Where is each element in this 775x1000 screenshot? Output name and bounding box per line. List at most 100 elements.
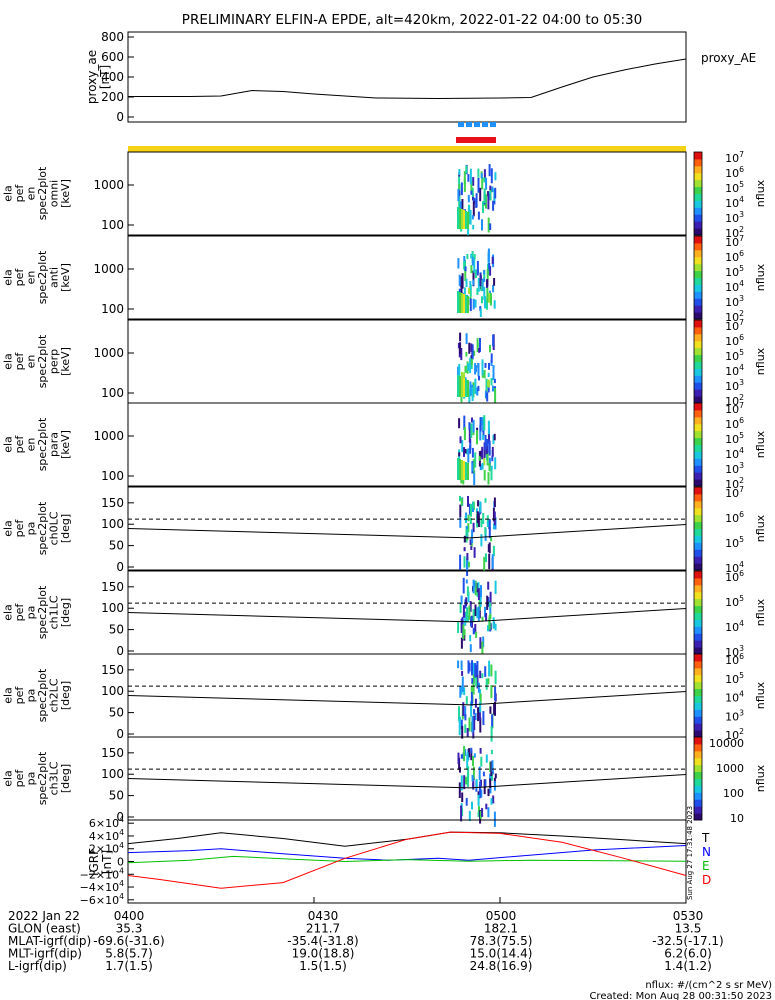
- ch2LC-pixel: [473, 709, 476, 715]
- omni-frame: [127, 151, 687, 236]
- anti-pixel: [476, 260, 479, 273]
- para-pixel: [465, 462, 467, 480]
- ch2LC-pixel: [470, 685, 473, 694]
- anti-pixel: [463, 287, 466, 300]
- para-colorbar-segment: [694, 479, 702, 487]
- anti-pixel: [481, 278, 484, 291]
- ch3LC-pixel: [460, 775, 463, 791]
- ch0LC-colorbar-tick: 104: [725, 560, 744, 575]
- ch2LC-pixel: [490, 726, 493, 742]
- ch3LC-pixel: [480, 789, 483, 798]
- ch3LC-pixel: [457, 752, 460, 764]
- ch1LC-pixel: [476, 607, 479, 619]
- perp-pixel: [465, 351, 468, 357]
- ch3LC-pixel: [471, 801, 473, 810]
- perp-colorbar-segment: [694, 320, 702, 328]
- ch0LC-colorbar-segment: [694, 549, 702, 557]
- omni-pixel: [472, 177, 475, 186]
- blue-marker-segment: [474, 122, 480, 127]
- omni-pixel: [481, 177, 484, 190]
- anti-pixel: [472, 279, 475, 286]
- ch0LC-pixel: [490, 536, 493, 542]
- ch2LC-ytick-label: 50: [109, 706, 124, 720]
- anti-pixel: [479, 308, 482, 317]
- para-pixel: [463, 427, 466, 441]
- ch1LC-pixel: [462, 605, 465, 618]
- ch2LC-pixel: [476, 661, 479, 676]
- anti-pixel: [463, 256, 466, 262]
- ch1LC-colorbar-tick: 105: [725, 594, 744, 609]
- ch3LC-pixel: [465, 797, 468, 806]
- omni-pixel: [491, 186, 494, 193]
- ch3LC-pixel: [464, 749, 467, 756]
- anti-pixel: [457, 258, 460, 269]
- x-row-value: 1.4(1.2): [664, 959, 712, 973]
- ch1LC-pixel: [477, 588, 480, 600]
- perp-colorbar-tick: 103: [725, 378, 744, 393]
- panel-omni: 1000100elapefenspec2plotomni[keV]1071061…: [1, 150, 767, 240]
- para-ytick-label: 1000: [93, 429, 124, 443]
- ch2LC-pixel: [466, 728, 469, 738]
- ch2LC-colorbar-segment: [694, 674, 702, 683]
- omni-colorbar-tick: 105: [725, 180, 744, 195]
- ch0LC-pixel: [473, 547, 476, 558]
- omni-colorbar-segment: [694, 152, 702, 160]
- para-pixel: [468, 426, 471, 443]
- ch1LC-colorbar-segment: [694, 591, 702, 600]
- omni-pixel: [479, 187, 482, 202]
- para-pixel: [471, 447, 474, 458]
- ch2LC-pixel: [460, 719, 463, 730]
- proxy-ae-series-line: [128, 58, 687, 100]
- omni-pixel: [458, 169, 461, 175]
- perp-pixel: [473, 350, 476, 356]
- perp-pixel: [470, 343, 473, 352]
- ch0LC-pixel: [477, 500, 480, 507]
- ch3LC-colorbar-segment: [694, 778, 702, 786]
- ch3LC-pixel: [485, 754, 488, 763]
- omni-pixel: [482, 201, 484, 213]
- ch2LC-colorbar-segment: [694, 716, 702, 724]
- omni-colorbar-tick: 107: [725, 150, 744, 165]
- omni-pixel: [488, 164, 491, 177]
- igrf-legend-T: T: [701, 831, 710, 845]
- ch1LC-pixel: [457, 622, 460, 634]
- anti-colorbar-segment: [694, 270, 702, 278]
- anti-colorbar-segment: [694, 277, 702, 285]
- ch2LC-pixel: [458, 706, 460, 721]
- para-colorbar-segment: [694, 465, 702, 473]
- anti-pixel: [470, 265, 473, 274]
- anti-pixel: [464, 266, 467, 272]
- ch1LC-pixel: [474, 604, 477, 617]
- omni-pixel: [460, 182, 463, 196]
- omni-colorbar-label: nflux: [754, 179, 767, 207]
- ch0LC-ytick-label: 50: [109, 539, 124, 553]
- ch2LC-colorbar-tick: 105: [725, 671, 744, 686]
- anti-pixel: [493, 300, 496, 309]
- perp-pixel: [487, 381, 489, 387]
- perp-colorbar-segment: [694, 375, 702, 383]
- ch2LC-pixel: [471, 678, 474, 685]
- science-zone-bar: [128, 146, 686, 152]
- blue-marker-segment: [466, 122, 472, 127]
- ch1LC-pixel: [476, 592, 479, 597]
- x-row-value: 211.7: [306, 922, 340, 936]
- ch3LC-pixel: [460, 754, 463, 759]
- omni-colorbar-segment: [694, 165, 702, 174]
- para-pixel: [479, 424, 482, 441]
- anti-colorbar-label: nflux: [754, 263, 767, 291]
- anti-pixel: [481, 296, 483, 304]
- ch1LC-pixel: [479, 594, 482, 607]
- perp-pixel: [469, 357, 472, 374]
- perp-pixel: [492, 385, 494, 392]
- ch3LC-pixel: [493, 811, 496, 827]
- ch2LC-colorbar-tick: 104: [725, 690, 744, 705]
- omni-pixel: [477, 211, 480, 220]
- ch2LC-pixel: [484, 666, 487, 677]
- perp-pixel: [488, 362, 490, 370]
- anti-pixel: [470, 253, 473, 259]
- ch0LC-pixel: [493, 523, 495, 530]
- ch1LC-pixel: [481, 616, 484, 621]
- ch2LC-pixel: [459, 685, 462, 698]
- ch2LC-pixel: [479, 717, 482, 733]
